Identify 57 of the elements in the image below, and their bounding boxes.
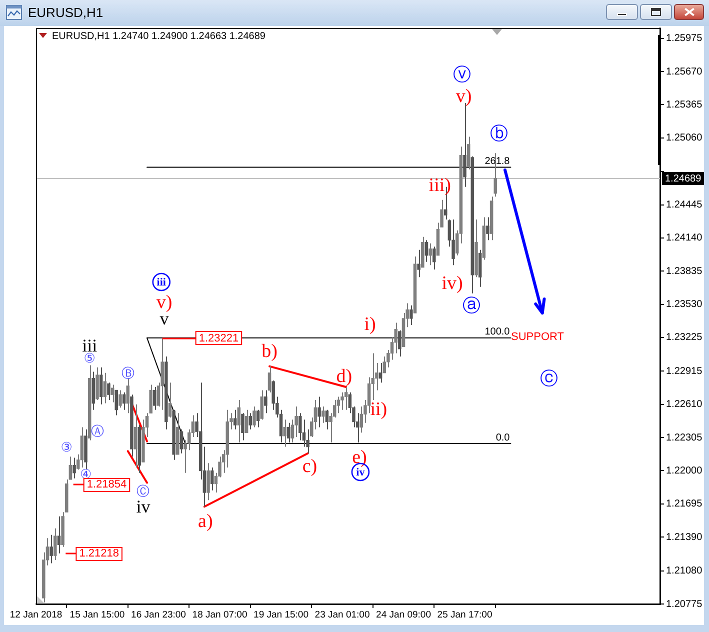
y-tick-label: 1.24445: [666, 200, 703, 211]
annotation: 1.23221: [198, 332, 239, 344]
y-tick-label: 1.22000: [666, 465, 703, 476]
y-tick-label: 1.25365: [666, 99, 703, 110]
y-tick-label: 1.23530: [666, 299, 703, 310]
x-tick-label: 18 Jan 07:00: [192, 609, 248, 620]
annotation: 1.21218: [79, 548, 119, 560]
x-tick-label: 15 Jan 15:00: [70, 609, 125, 620]
annotation: iii: [156, 276, 166, 288]
annotation: iv: [136, 496, 150, 517]
y-tick-label: 1.25975: [666, 33, 703, 44]
x-tick-label: 23 Jan 01:00: [314, 609, 370, 620]
y-tick-label: 1.25060: [666, 132, 703, 144]
annotation: ⓐ: [462, 296, 480, 317]
annotation: e): [352, 446, 367, 468]
annotation: iii): [428, 174, 451, 196]
annotation: ⓑ: [490, 124, 508, 145]
annotation: 100.0: [484, 326, 510, 338]
x-tick-label: 25 Jan 17:00: [437, 609, 492, 620]
y-tick-label: 1.21080: [666, 566, 703, 577]
annotation: iv): [442, 272, 463, 294]
annotation: ③: [60, 440, 72, 456]
y-tick-label: 1.21390: [666, 532, 703, 543]
y-tick-label: 1.20775: [666, 598, 703, 610]
annotation: SUPPORT: [511, 331, 564, 344]
annotation: Ⓒ: [136, 484, 150, 500]
y-tick-label: 1.22610: [666, 399, 703, 410]
annotation: d): [336, 366, 352, 387]
annotation: Ⓑ: [121, 366, 134, 382]
x-tick-label: 24 Jan 09:00: [376, 609, 431, 620]
y-tick-label: 1.22915: [666, 366, 703, 377]
annotation: c): [302, 456, 318, 477]
annotation: 0.0: [496, 432, 510, 444]
annotation: v): [456, 86, 472, 107]
y-tick-label: 1.23835: [666, 266, 703, 277]
y-tick-label: 1.21695: [666, 498, 703, 510]
annotation: ii): [370, 398, 388, 420]
annotation: b): [262, 340, 278, 362]
y-tick-label: 1.22305: [666, 432, 703, 444]
annotation: Ⓐ: [90, 424, 104, 440]
annotation: 1.21854: [86, 478, 127, 491]
annotation: a): [198, 510, 213, 532]
x-tick-label: 19 Jan 15:00: [254, 609, 308, 620]
chart-subtitle: EURUSD,H1 1.24740 1.24900 1.24663 1.24689: [52, 30, 266, 42]
ref-line-label: 1.24689: [665, 173, 702, 184]
annotation: 261.8: [484, 156, 510, 167]
x-tick-label: 16 Jan 23:00: [131, 609, 186, 620]
annotation: i): [364, 314, 376, 335]
y-tick-label: 1.25670: [666, 66, 703, 78]
annotation: ⓒ: [540, 368, 558, 390]
chart-title: EURUSD,H1: [28, 5, 104, 20]
annotation: v): [156, 292, 172, 313]
x-tick-label: 12 Jan 2018: [10, 609, 62, 620]
y-tick-label: 1.24140: [666, 232, 703, 244]
annotation: ⓥ: [452, 64, 471, 86]
y-tick-label: 1.23225: [666, 332, 703, 344]
annotation: iv: [356, 466, 366, 478]
